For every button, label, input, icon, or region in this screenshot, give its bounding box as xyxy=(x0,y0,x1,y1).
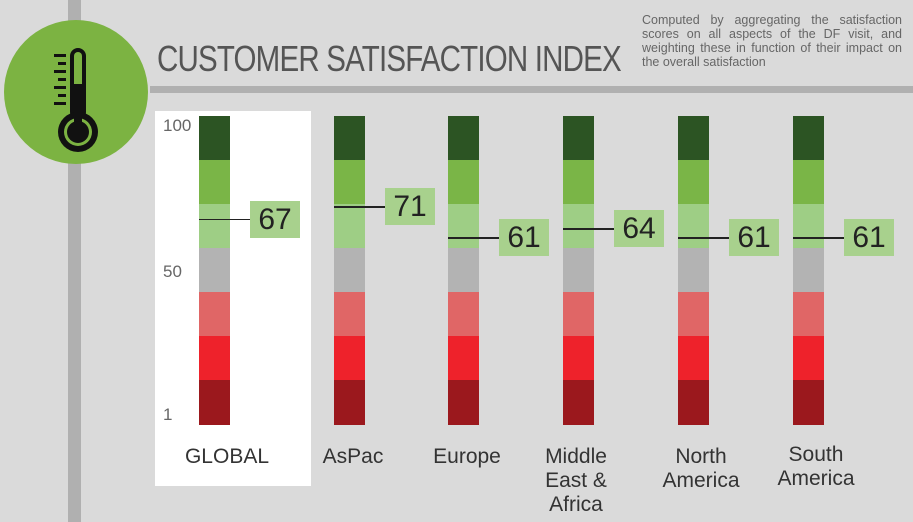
category-label: North America xyxy=(655,445,747,493)
bar-band xyxy=(563,204,594,249)
value-label: 61 xyxy=(499,219,549,257)
bar-band xyxy=(199,336,230,381)
bar-band xyxy=(678,160,709,205)
category-label-line: Africa xyxy=(549,493,603,516)
bar-band xyxy=(334,204,365,249)
value-marker xyxy=(448,237,500,239)
header-rule xyxy=(150,86,913,93)
y-tick-label: 1 xyxy=(163,405,173,424)
bar-band xyxy=(563,116,594,161)
icon-circle xyxy=(4,20,148,164)
category-label-line: America xyxy=(662,469,740,492)
bar-band xyxy=(334,380,365,425)
bar-band xyxy=(563,380,594,425)
value-label: 61 xyxy=(729,219,779,257)
bar-band xyxy=(334,248,365,293)
value-marker xyxy=(334,206,386,208)
bar-band xyxy=(793,380,824,425)
bar-band xyxy=(448,160,479,205)
bar-band xyxy=(199,380,230,425)
bar-band xyxy=(448,248,479,293)
bar-band xyxy=(199,116,230,161)
page-title: CUSTOMER SATISFACTION INDEX xyxy=(157,38,622,79)
bar-band xyxy=(563,248,594,293)
value-marker xyxy=(563,228,615,230)
bar-band xyxy=(678,204,709,249)
bar-band xyxy=(678,292,709,337)
bar-band xyxy=(563,160,594,205)
bar-band xyxy=(563,336,594,381)
bar-band xyxy=(448,336,479,381)
bar-band xyxy=(448,116,479,161)
value-label: 61 xyxy=(844,219,894,257)
bar-band xyxy=(199,248,230,293)
bar-band xyxy=(448,204,479,249)
bar-band xyxy=(448,292,479,337)
value-marker xyxy=(793,237,845,239)
value-label: 71 xyxy=(385,188,435,226)
bar-band xyxy=(793,116,824,161)
category-label: Europe xyxy=(433,445,501,468)
bar-band xyxy=(678,116,709,161)
category-label: AsPac xyxy=(322,445,384,468)
bar-band xyxy=(793,248,824,293)
category-label: GLOBAL xyxy=(184,445,270,468)
bar-band xyxy=(199,292,230,337)
value-marker xyxy=(199,218,251,221)
value-label: 64 xyxy=(614,210,664,247)
bar-band xyxy=(334,160,365,205)
category-label-line: East & xyxy=(545,469,607,492)
bar-band xyxy=(793,336,824,381)
bar-band xyxy=(334,336,365,381)
thermometer-icon xyxy=(54,48,98,152)
category-label-line: Middle xyxy=(545,445,607,468)
bar-band xyxy=(793,204,824,249)
bar-band xyxy=(678,248,709,293)
bar-band xyxy=(793,160,824,205)
bar-band xyxy=(334,292,365,337)
category-label: South America xyxy=(770,443,862,491)
global-highlight-panel xyxy=(155,111,311,486)
bar-band xyxy=(678,380,709,425)
bar-band xyxy=(334,116,365,161)
category-label-line: South xyxy=(788,443,844,466)
value-label: 67 xyxy=(250,200,300,238)
bar-band xyxy=(448,380,479,425)
bar-band xyxy=(199,204,230,249)
bar-band xyxy=(199,160,230,205)
category-label-line: North xyxy=(675,445,727,468)
y-tick-label: 50 xyxy=(163,262,182,281)
value-marker xyxy=(678,237,730,239)
y-tick-label: 100 xyxy=(163,116,192,135)
bar-band xyxy=(678,336,709,381)
subtitle: Computed by aggregating the satisfaction… xyxy=(642,13,902,69)
bar-band xyxy=(563,292,594,337)
category-label: Middle East & Africa xyxy=(528,445,624,517)
category-label-line: America xyxy=(777,467,855,490)
bar-band xyxy=(793,292,824,337)
